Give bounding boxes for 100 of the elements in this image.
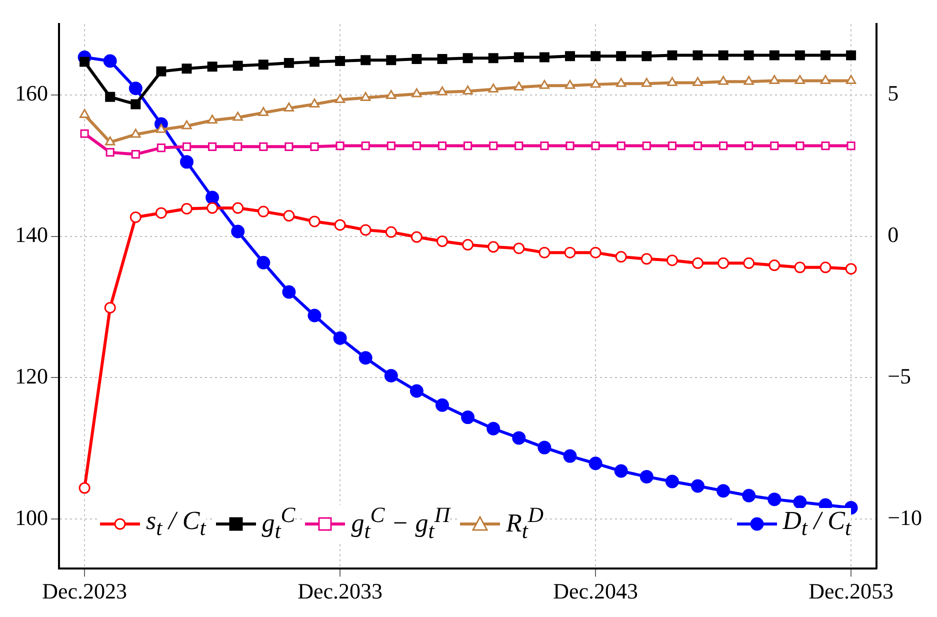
point xyxy=(80,129,89,138)
x-tick-label: Dec.2023 xyxy=(42,578,128,604)
point xyxy=(412,142,421,150)
point xyxy=(564,246,576,258)
point xyxy=(232,112,243,121)
point xyxy=(437,54,448,64)
point xyxy=(130,99,141,110)
point xyxy=(565,51,575,62)
point xyxy=(718,50,728,60)
point xyxy=(640,253,652,265)
point xyxy=(180,155,194,169)
point xyxy=(128,82,142,96)
point xyxy=(769,75,780,84)
point xyxy=(514,52,524,62)
point xyxy=(234,142,242,151)
point xyxy=(336,142,344,150)
point xyxy=(208,142,217,151)
point xyxy=(386,142,396,150)
point xyxy=(770,142,779,150)
point xyxy=(692,257,704,269)
point xyxy=(821,142,830,150)
point xyxy=(207,62,218,72)
point xyxy=(744,50,754,60)
point xyxy=(820,75,831,84)
point xyxy=(436,236,448,248)
point xyxy=(462,239,474,251)
point xyxy=(614,464,628,478)
point xyxy=(615,251,627,263)
point xyxy=(538,440,552,454)
point xyxy=(309,98,320,108)
point xyxy=(488,53,498,64)
point xyxy=(360,55,371,66)
point xyxy=(156,66,166,76)
point xyxy=(106,148,114,157)
point xyxy=(642,51,652,62)
point xyxy=(640,470,654,484)
point xyxy=(232,60,243,71)
point xyxy=(130,211,142,223)
point xyxy=(462,85,473,94)
point xyxy=(846,50,856,60)
point xyxy=(744,76,754,85)
point xyxy=(742,488,756,502)
point xyxy=(590,78,601,88)
point xyxy=(284,102,294,112)
point xyxy=(464,142,472,150)
point xyxy=(361,142,370,150)
point xyxy=(105,92,116,102)
point xyxy=(719,142,728,150)
point xyxy=(182,142,192,151)
point xyxy=(461,410,475,424)
point xyxy=(437,86,448,96)
point xyxy=(284,58,294,68)
point xyxy=(258,60,268,70)
y2-tick-label: −10 xyxy=(888,504,922,530)
point xyxy=(259,142,268,151)
point xyxy=(591,142,600,150)
point xyxy=(80,56,90,67)
point xyxy=(435,398,449,412)
point xyxy=(258,206,270,218)
point xyxy=(769,50,780,60)
point xyxy=(358,351,372,365)
point xyxy=(693,142,702,150)
y-tick-label: 120 xyxy=(15,363,48,388)
point xyxy=(486,422,500,436)
point xyxy=(538,246,550,258)
point xyxy=(744,142,754,150)
point xyxy=(384,368,398,382)
point xyxy=(207,114,218,124)
x-tick-label: Dec.2033 xyxy=(298,578,383,604)
point xyxy=(206,190,220,204)
point xyxy=(488,83,498,92)
point xyxy=(667,50,678,60)
point xyxy=(182,64,192,74)
point xyxy=(310,142,319,151)
point xyxy=(182,120,192,130)
point xyxy=(79,108,90,118)
legend-label: D$_{t}$ / C$_{t}$ xyxy=(782,506,851,540)
point xyxy=(308,308,322,322)
x-tick-label: Dec.2043 xyxy=(553,578,638,604)
point xyxy=(616,142,626,150)
point xyxy=(283,210,295,222)
point xyxy=(794,75,806,84)
point xyxy=(334,219,346,231)
point xyxy=(743,257,755,269)
point xyxy=(438,142,447,150)
point xyxy=(590,246,602,258)
point xyxy=(716,484,730,498)
point xyxy=(206,202,218,214)
point xyxy=(410,384,424,398)
point xyxy=(846,142,856,150)
point xyxy=(335,56,346,66)
point xyxy=(105,136,116,146)
point xyxy=(181,202,192,214)
point xyxy=(540,142,549,150)
point xyxy=(665,474,679,488)
point xyxy=(130,128,141,138)
y-tick-label: 160 xyxy=(15,80,48,106)
point xyxy=(588,456,602,470)
point xyxy=(793,495,807,509)
point xyxy=(566,142,574,150)
